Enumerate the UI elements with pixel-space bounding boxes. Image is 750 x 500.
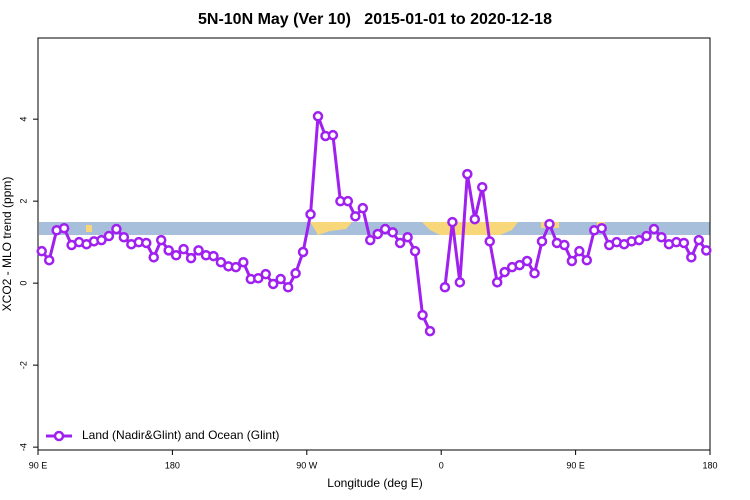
data-point bbox=[58, 222, 70, 234]
x-tick-label: 0 bbox=[439, 460, 444, 470]
data-point bbox=[185, 252, 197, 264]
x-tick-label: 90 W bbox=[296, 460, 318, 470]
data-point bbox=[424, 325, 436, 337]
data-point bbox=[290, 268, 301, 279]
data-point bbox=[686, 252, 697, 263]
data-point bbox=[462, 168, 473, 180]
data-point bbox=[387, 227, 398, 238]
data-point bbox=[633, 234, 645, 246]
y-axis-label: XCO2 - MLO trend (ppm) bbox=[0, 177, 14, 312]
land-patch bbox=[422, 222, 518, 235]
chart-title: 5N-10N May (Ver 10) 2015-01-01 to 2020-1… bbox=[198, 11, 552, 28]
x-axis-label: Longitude (deg E) bbox=[327, 476, 422, 490]
data-point bbox=[342, 195, 354, 207]
data-point bbox=[275, 273, 286, 285]
data-point bbox=[260, 268, 271, 280]
data-point bbox=[574, 245, 585, 257]
y-tick-label: -4 bbox=[18, 443, 28, 451]
land-patch bbox=[86, 225, 92, 232]
data-point bbox=[253, 272, 264, 284]
data-point bbox=[208, 250, 219, 262]
data-point bbox=[648, 223, 660, 235]
data-point bbox=[477, 181, 488, 193]
data-point bbox=[454, 277, 466, 288]
data-point bbox=[693, 234, 705, 246]
data-point bbox=[409, 245, 421, 257]
y-tick-label: 4 bbox=[18, 117, 28, 122]
data-point bbox=[193, 245, 204, 256]
data-point bbox=[701, 245, 712, 256]
data-point bbox=[148, 252, 159, 263]
data-point bbox=[141, 237, 152, 249]
data-point bbox=[499, 266, 510, 278]
data-point bbox=[372, 228, 383, 240]
land-patch bbox=[310, 222, 352, 235]
data-point bbox=[178, 243, 189, 255]
data-point bbox=[641, 230, 652, 242]
data-point bbox=[402, 231, 413, 243]
data-point bbox=[103, 230, 115, 242]
data-point bbox=[447, 216, 458, 228]
data-point bbox=[312, 111, 324, 122]
data-point bbox=[155, 234, 167, 246]
data-point bbox=[170, 250, 182, 261]
data-point bbox=[350, 211, 361, 222]
data-point bbox=[215, 256, 227, 268]
data-point bbox=[365, 234, 376, 246]
data-point bbox=[514, 259, 525, 271]
data-point bbox=[238, 256, 249, 268]
data-point bbox=[491, 277, 503, 288]
y-tick-label: 0 bbox=[18, 281, 28, 286]
data-point bbox=[529, 268, 540, 279]
data-point bbox=[536, 236, 548, 247]
data-point bbox=[43, 254, 55, 266]
x-tick-label: 180 bbox=[165, 460, 180, 470]
legend-marker bbox=[53, 430, 65, 442]
data-point bbox=[111, 223, 122, 235]
data-point bbox=[581, 254, 593, 266]
plot-frame bbox=[37, 37, 711, 451]
data-point bbox=[544, 218, 555, 230]
data-point bbox=[305, 209, 316, 220]
x-tick-label: 90 E bbox=[566, 460, 585, 470]
data-point bbox=[469, 213, 481, 225]
data-point bbox=[439, 281, 451, 293]
data-point bbox=[521, 255, 533, 267]
data-point bbox=[230, 261, 242, 273]
data-point bbox=[596, 222, 607, 234]
data-point bbox=[36, 245, 47, 257]
data-point bbox=[297, 246, 309, 258]
data-point bbox=[559, 239, 570, 251]
data-point bbox=[394, 237, 406, 249]
x-tick-label: 180 bbox=[702, 460, 717, 470]
data-point bbox=[163, 245, 174, 256]
data-point bbox=[678, 237, 690, 249]
data-point bbox=[118, 231, 130, 243]
data-point bbox=[566, 255, 578, 267]
data-point bbox=[96, 234, 107, 246]
data-point bbox=[267, 278, 279, 290]
data-point bbox=[656, 231, 667, 243]
data-point bbox=[484, 236, 495, 247]
y-tick-label: 2 bbox=[18, 199, 28, 204]
legend-label: Land (Nadir&Glint) and Ocean (Glint) bbox=[82, 428, 279, 442]
data-point bbox=[327, 129, 339, 141]
data-point bbox=[282, 281, 294, 293]
x-tick-label: 90 E bbox=[29, 460, 48, 470]
y-tick-label: -2 bbox=[18, 361, 28, 369]
data-point bbox=[357, 202, 369, 214]
data-point bbox=[417, 309, 428, 321]
